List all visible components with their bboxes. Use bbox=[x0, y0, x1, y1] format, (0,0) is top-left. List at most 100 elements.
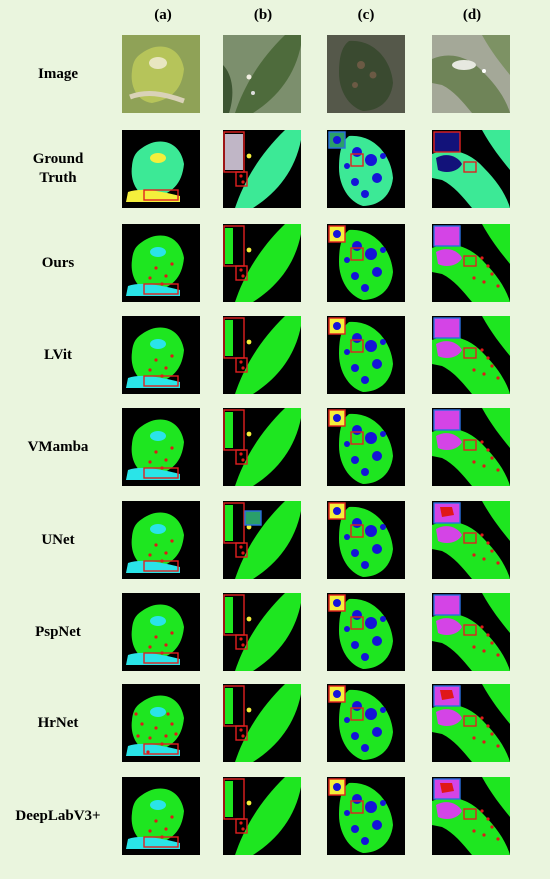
lesion-dot bbox=[380, 247, 386, 253]
highlight-box bbox=[463, 715, 477, 727]
input-image-0-1 bbox=[223, 35, 301, 113]
lesion-dot bbox=[472, 736, 476, 740]
leaf-region bbox=[225, 781, 233, 817]
leaf-region bbox=[235, 408, 301, 486]
lesion-region bbox=[126, 743, 180, 756]
lesion-dot bbox=[164, 458, 168, 462]
highlight-box bbox=[223, 502, 245, 544]
leaf-region bbox=[225, 412, 233, 448]
lesion-dot bbox=[352, 333, 362, 343]
lesion-region bbox=[126, 375, 180, 388]
lesion-dot bbox=[365, 617, 377, 629]
lesion-region bbox=[436, 709, 462, 726]
lesion-region bbox=[440, 690, 454, 700]
lesion-dot bbox=[352, 147, 362, 157]
segmentation-mask-2-0 bbox=[122, 224, 200, 302]
lesion-dot bbox=[241, 551, 245, 555]
segmentation-mask-5-1 bbox=[223, 501, 301, 579]
lesion-dot bbox=[344, 717, 350, 723]
cell-graphic bbox=[328, 502, 393, 577]
lesion-dot bbox=[344, 626, 350, 632]
highlight-box bbox=[235, 171, 248, 187]
lesion-dot bbox=[486, 817, 490, 821]
segmentation-mask-4-2 bbox=[327, 408, 405, 486]
leaf-region bbox=[225, 320, 233, 356]
lesion-dot bbox=[241, 458, 245, 462]
lesion-dot bbox=[170, 262, 174, 266]
highlight-box bbox=[223, 685, 245, 727]
lesion-dot bbox=[490, 364, 494, 368]
cell-graphic bbox=[223, 777, 301, 855]
lesion-dot bbox=[365, 432, 377, 444]
lesion-dot bbox=[154, 450, 158, 454]
lesion-dot bbox=[164, 827, 168, 831]
lesion-dot bbox=[352, 241, 362, 251]
lesion-dot bbox=[365, 248, 377, 260]
lesion-region bbox=[436, 526, 462, 543]
lesion-dot bbox=[496, 837, 500, 841]
lesion-dot bbox=[241, 734, 245, 738]
highlight-box bbox=[463, 439, 477, 451]
lesion-dot bbox=[380, 524, 386, 530]
lesion-dot bbox=[486, 633, 490, 637]
leaf-region bbox=[131, 695, 184, 752]
lesion-dot bbox=[344, 810, 350, 816]
lesion-dot bbox=[372, 267, 382, 277]
lesion-region bbox=[436, 341, 462, 358]
lesion-dot bbox=[472, 368, 476, 372]
segmentation-mask-3-1 bbox=[223, 316, 301, 394]
lesion-dot bbox=[361, 744, 369, 752]
lesion-dot bbox=[380, 616, 386, 622]
segmentation-mask-2-1 bbox=[223, 224, 301, 302]
segmentation-mask-4-3 bbox=[432, 408, 510, 486]
lesion-dot bbox=[241, 366, 245, 370]
lesion-region bbox=[126, 560, 180, 573]
lesion-region bbox=[246, 431, 252, 437]
lesion-region bbox=[150, 247, 166, 257]
lesion-dot bbox=[490, 732, 494, 736]
segmentation-mask-3-2 bbox=[327, 316, 405, 394]
lesion-region bbox=[246, 153, 252, 159]
lesion-dot bbox=[351, 549, 359, 557]
lesion-dot bbox=[344, 257, 350, 263]
cell-graphic bbox=[122, 35, 200, 113]
lesion-dot bbox=[174, 732, 178, 736]
segmentation-mask-5-3 bbox=[432, 501, 510, 579]
lesion-region bbox=[126, 467, 180, 480]
segmentation-mask-4-0 bbox=[122, 408, 200, 486]
lesion-region bbox=[333, 599, 341, 607]
leaf-region bbox=[225, 134, 243, 170]
leaf-region bbox=[235, 130, 301, 208]
cell-graphic bbox=[328, 778, 393, 853]
leaf-region bbox=[225, 228, 233, 264]
segmentation-mask-8-2 bbox=[327, 777, 405, 855]
lesion-dot bbox=[170, 539, 174, 543]
lesion-dot bbox=[372, 359, 382, 369]
leaf-region bbox=[131, 327, 184, 384]
lesion-region bbox=[126, 836, 180, 849]
lesion-dot bbox=[380, 431, 386, 437]
highlight-box bbox=[463, 255, 477, 267]
lesion-dot bbox=[164, 734, 168, 738]
lesion-dot bbox=[136, 734, 140, 738]
row-label: PspNet bbox=[35, 623, 81, 640]
lesion-dot bbox=[496, 376, 500, 380]
lesion-dot bbox=[351, 178, 359, 186]
leaf-region bbox=[482, 130, 510, 170]
lesion-dot bbox=[148, 645, 152, 649]
lesion-dot bbox=[241, 180, 245, 184]
highlight-box bbox=[223, 594, 245, 636]
lesion-dot bbox=[380, 800, 386, 806]
lesion-region bbox=[436, 618, 462, 635]
lesion-dot bbox=[365, 708, 377, 720]
lesion-region bbox=[246, 616, 252, 622]
lesion-region bbox=[150, 339, 166, 349]
lesion-dot bbox=[480, 533, 484, 537]
lesion-dot bbox=[361, 653, 369, 661]
segmentation-mask-1-0 bbox=[122, 130, 200, 208]
segmentation-mask-8-1 bbox=[223, 777, 301, 855]
lesion-dot bbox=[344, 163, 350, 169]
cell-graphic bbox=[432, 130, 510, 208]
lesion-dot bbox=[239, 268, 243, 272]
cell-graphic bbox=[126, 141, 184, 202]
